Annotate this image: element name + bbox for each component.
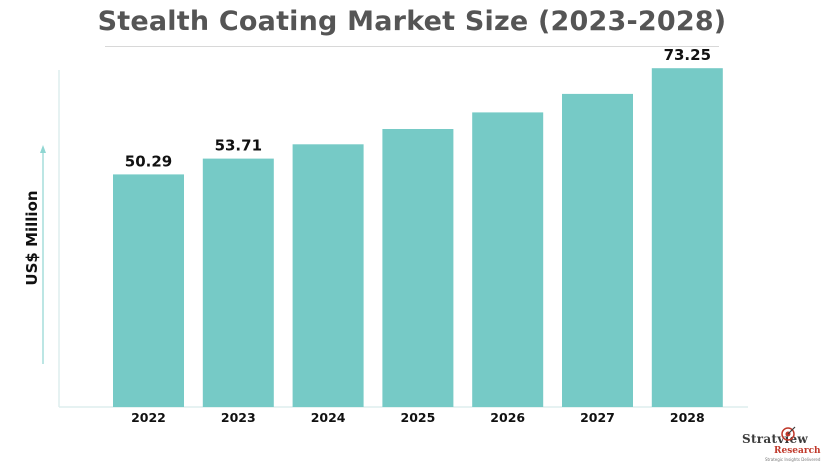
logo-subtitle: Research [774, 446, 821, 456]
target-icon [781, 426, 796, 441]
bar-2026 [472, 112, 544, 408]
x-tick-label-2028: 2028 [670, 410, 705, 425]
bar-2028 [651, 68, 723, 407]
x-tick-label-2025: 2025 [401, 410, 436, 425]
x-tick-label-2024: 2024 [311, 410, 346, 425]
bar-2022 [113, 174, 184, 407]
data-label-2028: 73.25 [664, 46, 711, 64]
y-axis-arrow-icon [40, 145, 46, 153]
title-underline [105, 46, 719, 47]
bar-2027 [562, 93, 633, 408]
logo-name: Stratview [742, 432, 809, 446]
bar-2024 [292, 144, 364, 408]
stratview-logo: Stratview Research Strategic Insights De… [738, 426, 821, 466]
x-tick-label-2026: 2026 [490, 410, 525, 425]
logo-tagline: Strategic Insights Delivered [765, 457, 821, 462]
x-tick-label-2022: 2022 [131, 410, 166, 425]
bar-2023 [202, 158, 274, 407]
chart-title: Stealth Coating Market Size (2023-2028) [97, 6, 727, 37]
x-tick-label-2023: 2023 [221, 410, 256, 425]
x-tick-label-2027: 2027 [580, 410, 615, 425]
data-label-2023: 53.71 [215, 137, 262, 155]
data-label-2022: 50.29 [125, 152, 172, 170]
bar-2025 [382, 129, 454, 407]
